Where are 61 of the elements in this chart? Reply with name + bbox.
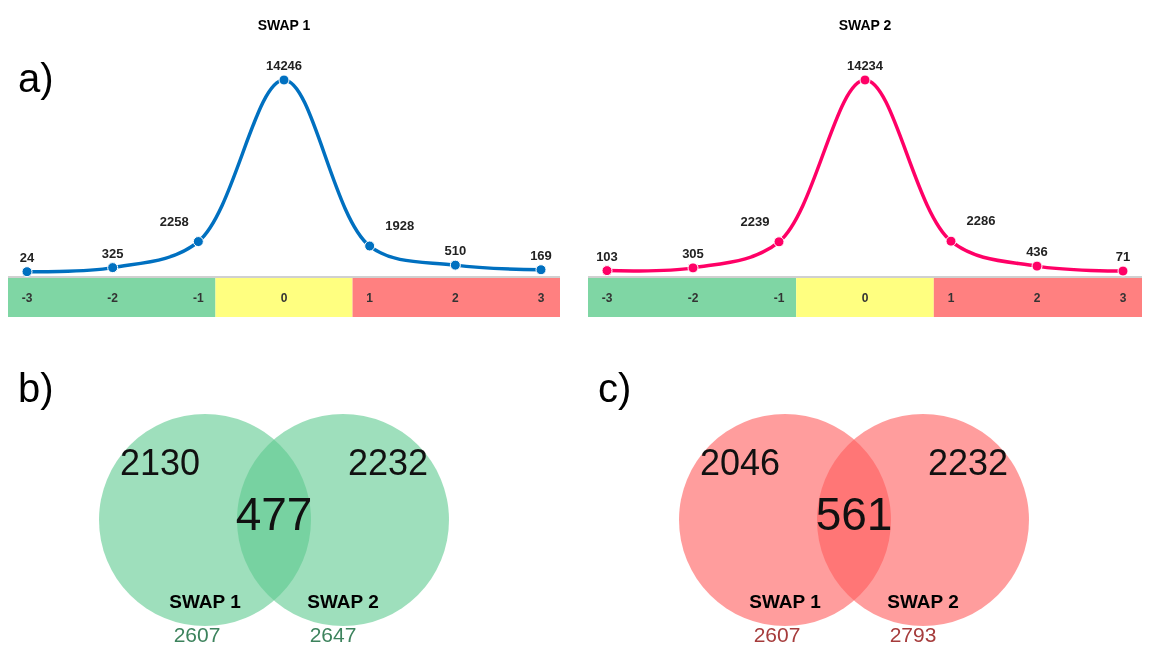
point	[859, 74, 871, 86]
chart-title: SWAP 2	[838, 17, 892, 33]
category-label: SWAP 2	[887, 591, 959, 612]
data-label: 2258	[159, 213, 189, 229]
data-label: 305	[682, 245, 704, 261]
x-tick-label: 2	[1033, 291, 1041, 305]
chart-title: SWAP 1	[257, 17, 311, 33]
x-tick-label: 3	[1119, 291, 1127, 305]
point	[107, 262, 119, 274]
x-tick-label: 2	[451, 291, 459, 305]
data-label: 436	[1026, 244, 1048, 260]
x-tick-label: -3	[21, 291, 33, 305]
annotation: a)	[18, 56, 54, 100]
point	[449, 259, 461, 271]
text: 477	[235, 488, 313, 541]
x-tick-label: -2	[107, 291, 119, 305]
point	[278, 74, 290, 86]
point	[21, 266, 33, 278]
category-label: SWAP 1	[169, 591, 242, 612]
data-label: 2232	[347, 441, 429, 483]
data-label: 14246	[265, 58, 303, 73]
x-tick-label: 1	[947, 291, 955, 305]
data-label: 2046	[699, 441, 781, 483]
text: 2607	[173, 623, 221, 646]
data-label: 2130	[119, 441, 201, 483]
x-tick-label: 3	[537, 291, 545, 305]
data-label: 169	[530, 247, 552, 263]
data-label: 14234	[846, 58, 884, 73]
x-tick-label: -1	[773, 291, 785, 305]
data-label: 325	[101, 245, 124, 261]
point	[192, 236, 204, 248]
text: 561	[815, 488, 893, 541]
x-tick-label: 1	[366, 291, 374, 305]
point	[535, 264, 547, 276]
text: b)	[18, 366, 54, 410]
data-label: 2239	[740, 213, 770, 229]
point	[1031, 260, 1043, 272]
data-label: 1928	[385, 218, 415, 234]
text: c)	[598, 366, 632, 410]
data-label: 2286	[966, 213, 996, 229]
text: 2793	[889, 623, 937, 646]
point	[687, 262, 699, 274]
data-label: 510	[444, 243, 467, 259]
data-label: 24	[19, 249, 35, 265]
data-label: 71	[1115, 249, 1131, 265]
point	[945, 235, 957, 247]
text: 2607	[753, 623, 801, 646]
point	[364, 240, 376, 252]
x-tick-label: 0	[861, 291, 869, 305]
text: 2647	[309, 623, 357, 646]
x-tick-label: -3	[601, 291, 613, 305]
data-label: 103	[596, 248, 618, 264]
category-label: SWAP 1	[749, 591, 822, 612]
point	[773, 236, 785, 248]
x-tick-label: -2	[687, 291, 699, 305]
x-tick-label: -1	[193, 291, 204, 305]
data-label: 2232	[927, 441, 1009, 483]
point	[601, 265, 613, 277]
category-label: SWAP 2	[307, 591, 379, 612]
x-tick-label: 0	[280, 291, 288, 305]
point	[1117, 265, 1129, 277]
